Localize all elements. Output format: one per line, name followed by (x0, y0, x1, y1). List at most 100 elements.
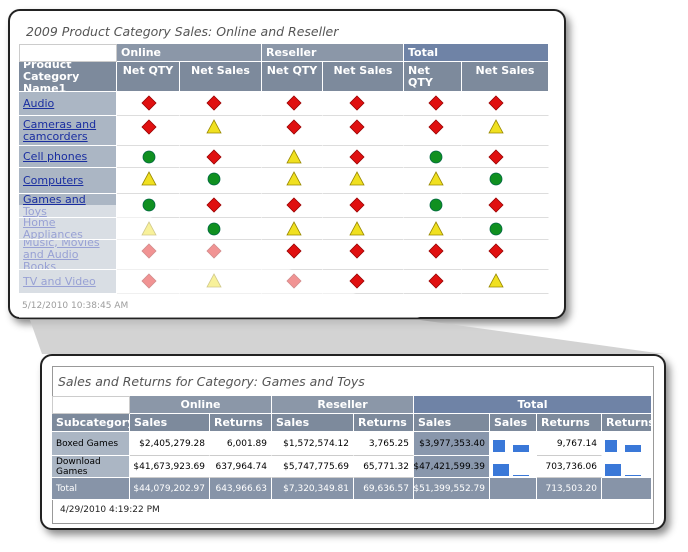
column-header: Net Sales (180, 62, 262, 92)
value-cell: $2,405,279.28 (130, 432, 210, 456)
row-label[interactable]: TV and Video (19, 270, 117, 294)
column-header: Sales (490, 414, 537, 432)
report-title: 2009 Product Category Sales: Online and … (26, 24, 339, 39)
column-header: Returns (210, 414, 272, 432)
chart-cell (490, 456, 537, 478)
value-cell: $41,673,923.69 (130, 456, 210, 478)
group-header: Total (414, 396, 652, 414)
value-cell: 643,966.63 (210, 478, 272, 500)
column-header: Sales (414, 414, 490, 432)
row-label[interactable]: Cell phones (19, 146, 117, 168)
row-label[interactable]: Audio (19, 92, 117, 116)
row-label[interactable]: Cameras and camcorders (19, 116, 117, 146)
row-label[interactable]: Music, Movies and Audio Books (19, 240, 117, 270)
row-cell (262, 194, 323, 218)
value-cell: 65,771.32 (354, 456, 414, 478)
row-cell (323, 116, 404, 146)
value-cell: 637,964.74 (210, 456, 272, 478)
blank-header (52, 396, 130, 414)
row-cell (180, 194, 262, 218)
chart-cell (490, 432, 537, 456)
value-cell: 69,636.57 (354, 478, 414, 500)
row-cell (462, 240, 549, 270)
row-cell (462, 168, 549, 194)
row-label[interactable]: Computers (19, 168, 117, 194)
value-cell: $5,747,775.69 (272, 456, 354, 478)
row-cell (117, 194, 180, 218)
blank-header (19, 44, 117, 62)
column-header: Net QTY (262, 62, 323, 92)
row-cell (117, 218, 180, 240)
column-header: Sales (272, 414, 354, 432)
row-cell (117, 168, 180, 194)
column-header: Subcategory (52, 414, 130, 432)
row-cell (404, 146, 462, 168)
value-cell: $1,572,574.12 (272, 432, 354, 456)
row-cell (262, 146, 323, 168)
column-header: Net QTY (404, 62, 462, 92)
row-cell (117, 240, 180, 270)
value-cell: $51,399,552.79 (414, 478, 490, 500)
value-cell: $44,079,202.97 (130, 478, 210, 500)
row-cell (262, 240, 323, 270)
value-cell: 703,736.06 (537, 456, 602, 478)
value-cell: $7,320,349.81 (272, 478, 354, 500)
row-cell (180, 146, 262, 168)
column-header: Returns (602, 414, 652, 432)
row-cell (323, 240, 404, 270)
row-cell (462, 218, 549, 240)
column-header: Net Sales (323, 62, 404, 92)
row-cell (262, 92, 323, 116)
row-cell (180, 116, 262, 146)
column-header: Net QTY (117, 62, 180, 92)
group-header: Online (117, 44, 262, 62)
row-cell (262, 168, 323, 194)
chart-cell (602, 456, 652, 478)
value-cell: 3,765.25 (354, 432, 414, 456)
row-cell (117, 270, 180, 294)
row-cell (262, 270, 323, 294)
row-cell (323, 218, 404, 240)
chart-cell (602, 478, 652, 500)
row-cell (404, 92, 462, 116)
row-label[interactable]: Home Appliances (19, 218, 117, 240)
row-cell (180, 240, 262, 270)
row-label: Download Games (52, 456, 130, 478)
row-cell (180, 218, 262, 240)
timestamp: 4/29/2010 4:19:22 PM (60, 505, 160, 515)
row-cell (323, 270, 404, 294)
row-cell (404, 194, 462, 218)
chart-cell (602, 432, 652, 456)
detail-title: Sales and Returns for Category: Games an… (58, 374, 365, 389)
row-cell (462, 194, 549, 218)
row-cell (180, 270, 262, 294)
row-label[interactable]: Games and Toys (19, 194, 117, 218)
column-header: Product Category Name1 (19, 62, 117, 92)
group-header: Reseller (262, 44, 404, 62)
column-header: Sales (130, 414, 210, 432)
row-cell (262, 218, 323, 240)
group-header: Online (130, 396, 272, 414)
row-cell (404, 218, 462, 240)
row-cell (462, 146, 549, 168)
row-cell (323, 194, 404, 218)
column-header: Net Sales (462, 62, 549, 92)
value-cell: $3,977,353.40 (414, 432, 490, 456)
value-cell: 6,001.89 (210, 432, 272, 456)
row-cell (323, 92, 404, 116)
row-cell (180, 92, 262, 116)
value-cell: $47,421,599.39 (414, 456, 490, 478)
row-cell (262, 116, 323, 146)
column-header: Returns (354, 414, 414, 432)
row-cell (404, 116, 462, 146)
column-header: Returns (537, 414, 602, 432)
row-cell (180, 168, 262, 194)
row-cell (117, 92, 180, 116)
row-cell (323, 146, 404, 168)
row-label: Boxed Games (52, 432, 130, 456)
row-cell (323, 168, 404, 194)
row-label: Total (52, 478, 130, 500)
row-cell (404, 240, 462, 270)
row-cell (117, 146, 180, 168)
